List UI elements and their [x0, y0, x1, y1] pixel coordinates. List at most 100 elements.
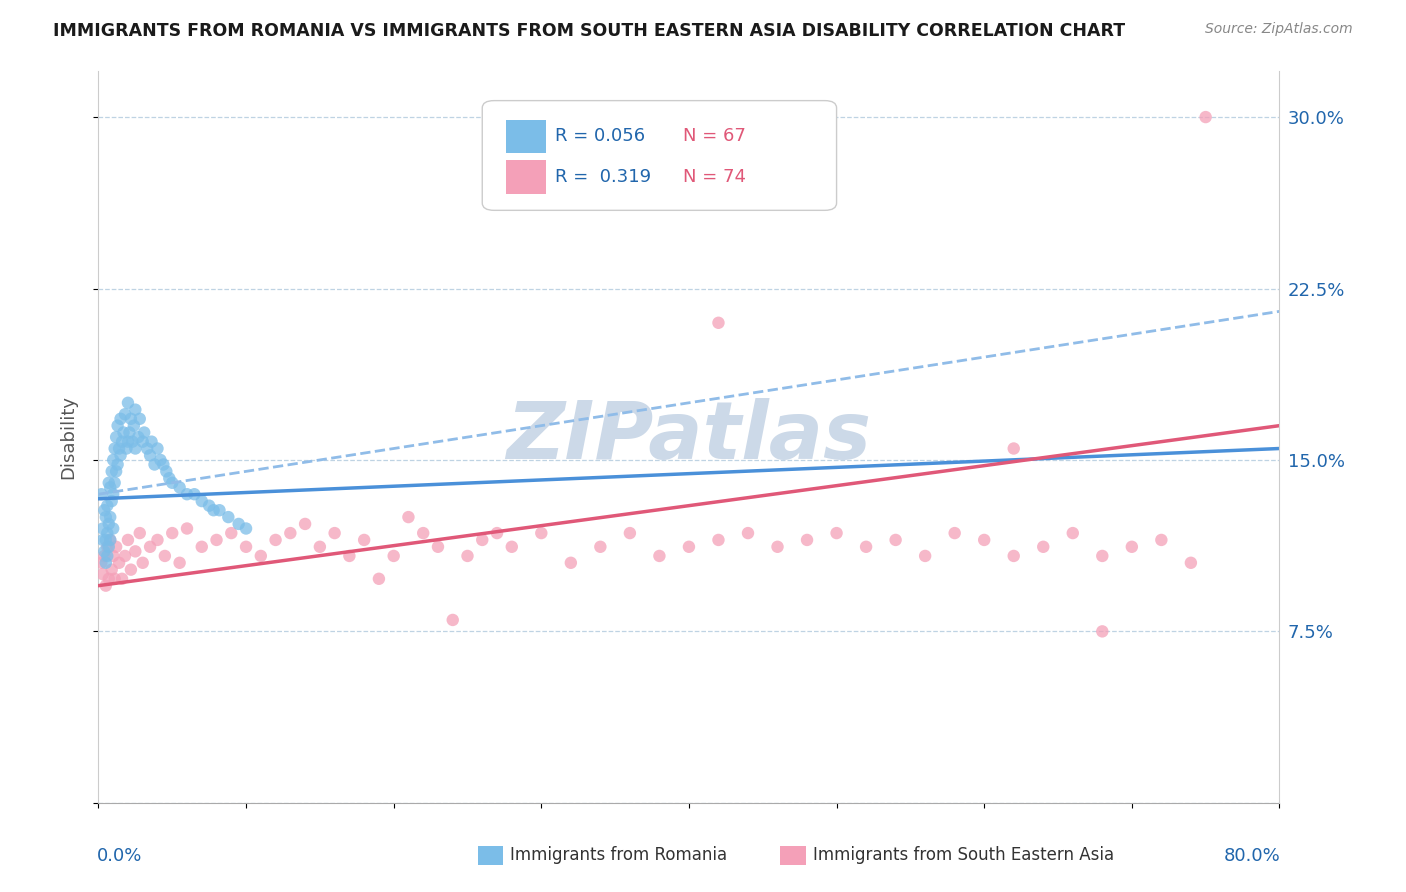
Text: Immigrants from Romania: Immigrants from Romania — [510, 847, 727, 864]
Point — [155, 464, 177, 478]
Point — [162, 475, 183, 490]
Point — [118, 425, 141, 440]
Point — [96, 549, 118, 563]
Point — [128, 412, 150, 426]
Point — [107, 418, 129, 433]
Point — [162, 526, 183, 541]
Point — [105, 430, 128, 444]
Point — [97, 540, 120, 554]
Point — [98, 480, 121, 494]
Point — [1002, 442, 1025, 456]
Point — [122, 418, 145, 433]
Point — [146, 533, 169, 547]
Point — [169, 556, 191, 570]
Point — [98, 533, 121, 547]
Point — [112, 425, 135, 440]
Point — [107, 458, 129, 472]
Point — [707, 533, 730, 547]
Point — [121, 434, 143, 449]
Point — [100, 494, 122, 508]
Text: N = 67: N = 67 — [683, 128, 747, 145]
Point — [1032, 540, 1054, 554]
Point — [427, 540, 450, 554]
Point — [202, 503, 225, 517]
Point — [108, 556, 131, 570]
Point — [1180, 556, 1202, 570]
Point — [914, 549, 936, 563]
Point — [105, 464, 128, 478]
Point — [115, 442, 138, 456]
Point — [114, 549, 136, 563]
Point — [183, 487, 205, 501]
Point — [560, 556, 582, 570]
Point — [141, 434, 163, 449]
Point — [97, 475, 120, 490]
Point — [412, 526, 434, 541]
Point — [398, 510, 420, 524]
Point — [176, 521, 198, 535]
Point — [973, 533, 995, 547]
Point — [117, 533, 139, 547]
Point — [589, 540, 612, 554]
Text: 0.0%: 0.0% — [97, 847, 142, 864]
Point — [176, 487, 198, 501]
Point — [111, 572, 134, 586]
Point — [737, 526, 759, 541]
Y-axis label: Disability: Disability — [59, 395, 77, 479]
Point — [530, 526, 553, 541]
FancyBboxPatch shape — [506, 120, 546, 153]
Point — [1150, 533, 1173, 547]
Point — [108, 442, 131, 456]
Point — [100, 464, 122, 478]
Point — [111, 434, 134, 449]
Point — [98, 510, 121, 524]
Point — [103, 487, 125, 501]
Point — [884, 533, 907, 547]
Point — [132, 556, 155, 570]
Point — [678, 540, 700, 554]
Point — [132, 434, 155, 449]
Point — [441, 613, 464, 627]
Point — [825, 526, 848, 541]
Point — [943, 526, 966, 541]
Point — [368, 572, 391, 586]
Point — [120, 412, 142, 426]
Point — [104, 572, 127, 586]
Text: N = 74: N = 74 — [683, 168, 747, 186]
Text: Source: ZipAtlas.com: Source: ZipAtlas.com — [1205, 22, 1353, 37]
Point — [93, 544, 115, 558]
Point — [264, 533, 287, 547]
Point — [471, 533, 494, 547]
Point — [93, 549, 115, 563]
Point — [619, 526, 641, 541]
Point — [208, 503, 231, 517]
Point — [1195, 110, 1218, 124]
Point — [110, 412, 132, 426]
Point — [323, 526, 346, 541]
Point — [1002, 549, 1025, 563]
Point — [353, 533, 375, 547]
Point — [124, 402, 146, 417]
Text: IMMIGRANTS FROM ROMANIA VS IMMIGRANTS FROM SOUTH EASTERN ASIA DISABILITY CORRELA: IMMIGRANTS FROM ROMANIA VS IMMIGRANTS FR… — [53, 22, 1126, 40]
Point — [128, 526, 150, 541]
Point — [486, 526, 509, 541]
Point — [134, 425, 156, 440]
Point — [1121, 540, 1143, 554]
Point — [146, 442, 169, 456]
Point — [94, 533, 117, 547]
Point — [228, 516, 250, 531]
Point — [235, 521, 257, 535]
Point — [110, 449, 132, 463]
Point — [96, 499, 118, 513]
FancyBboxPatch shape — [506, 160, 546, 194]
Point — [1091, 549, 1114, 563]
Point — [855, 540, 877, 554]
Point — [117, 434, 139, 449]
Point — [205, 533, 228, 547]
Point — [157, 471, 180, 485]
Point — [139, 540, 162, 554]
Point — [100, 563, 122, 577]
Text: R = 0.056: R = 0.056 — [555, 128, 645, 145]
Point — [217, 510, 239, 524]
Point — [191, 494, 214, 508]
